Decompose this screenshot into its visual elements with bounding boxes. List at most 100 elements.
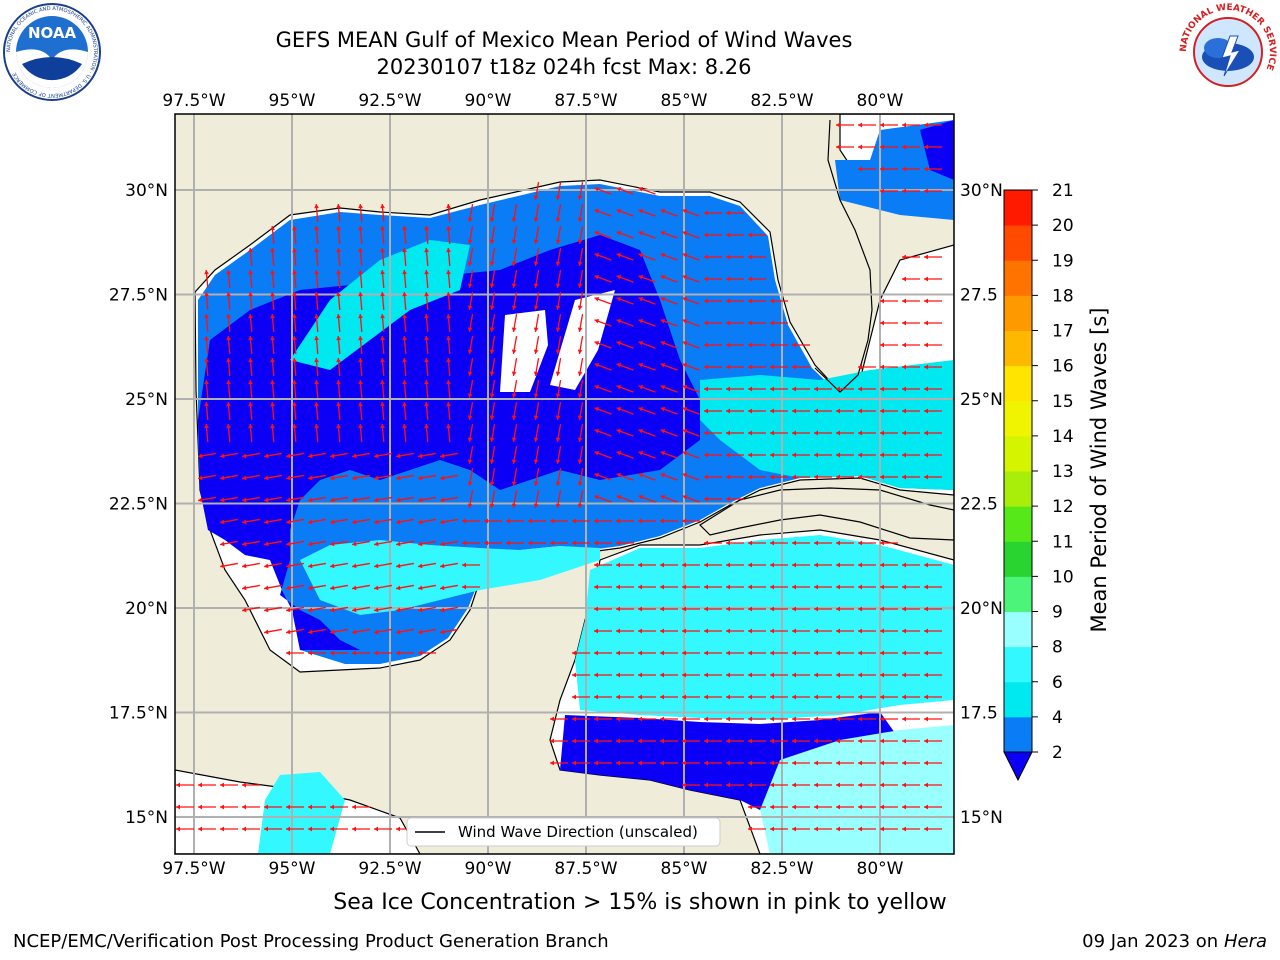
- wind-arrow-head: [660, 451, 666, 456]
- wind-arrow-head: [924, 144, 928, 150]
- wind-arrow-head: [638, 473, 644, 478]
- period-band-4-6s-caribbean: [575, 535, 954, 720]
- wind-arrow-head: [248, 358, 253, 363]
- wind-arrow-head: [292, 358, 297, 363]
- wind-arrow-head: [880, 122, 884, 128]
- wind-arrow-head: [572, 716, 576, 722]
- wind-arrow-head: [616, 518, 620, 524]
- wind-arrow-head: [594, 716, 598, 722]
- wind-arrow-head: [748, 232, 752, 238]
- wind-arrow-head: [902, 474, 906, 480]
- wind-arrow-head: [814, 782, 818, 788]
- wind-arrow-head: [467, 481, 473, 486]
- wind-arrow-head: [638, 672, 642, 678]
- wind-arrow-head: [594, 253, 600, 258]
- wind-arrow-head: [358, 204, 363, 209]
- wind-arrow-head: [352, 607, 357, 613]
- wind-arrow-head: [880, 364, 884, 370]
- wind-arrow-head: [660, 738, 664, 744]
- wind-arrow-head: [924, 782, 928, 788]
- wind-arrow-head: [770, 540, 774, 546]
- wind-arrow-head: [358, 248, 363, 253]
- colorbar-tick-label: 9: [1052, 603, 1063, 623]
- credit-text: NCEP/EMC/Verification Post Processing Pr…: [13, 931, 609, 952]
- wind-arrow-head: [902, 364, 906, 370]
- wind-arrow-head: [616, 650, 620, 656]
- wind-arrow-head: [489, 393, 495, 398]
- wind-arrow-head: [858, 826, 862, 832]
- wind-arrow-head: [726, 672, 730, 678]
- wind-arrow-head: [858, 430, 862, 436]
- wind-arrow-head: [704, 430, 708, 436]
- wind-arrow-head: [704, 210, 708, 216]
- wind-arrow-head: [616, 407, 622, 412]
- wind-arrow-head: [792, 342, 796, 348]
- wind-arrow-head: [924, 804, 928, 810]
- colorbar-tick-label: 13: [1052, 462, 1074, 482]
- wind-arrow-head: [682, 209, 688, 214]
- wind-arrow-head: [682, 253, 688, 258]
- wind-arrow-head: [220, 519, 225, 525]
- wind-arrow-head: [748, 386, 752, 392]
- lat-label-left: 20°N: [125, 599, 168, 619]
- wind-arrow-head: [286, 497, 291, 503]
- wind-arrow-head: [792, 452, 796, 458]
- wind-arrow-head: [814, 826, 818, 832]
- wind-arrow-head: [418, 607, 423, 613]
- wind-arrow-head: [616, 275, 622, 280]
- wind-arrow-head: [511, 393, 517, 398]
- wind-arrow-head: [616, 473, 622, 478]
- wind-arrow-head: [440, 541, 445, 547]
- wind-arrow-head: [314, 358, 319, 363]
- wind-arrow-head: [336, 314, 341, 319]
- wind-arrow-head: [528, 518, 532, 524]
- wind-arrow-head: [336, 336, 341, 341]
- wind-arrow-head: [726, 562, 730, 568]
- lat-label-right: 27.5: [960, 286, 998, 306]
- lat-label-left: 22.5°N: [109, 495, 168, 515]
- wind-arrow-head: [902, 342, 906, 348]
- wind-arrow-head: [880, 430, 884, 436]
- wind-arrow-head: [242, 804, 246, 810]
- wind-arrow-head: [292, 424, 297, 429]
- wind-arrow-head: [836, 122, 840, 128]
- wind-arrow-head: [533, 371, 539, 376]
- wind-arrow-head: [292, 314, 297, 319]
- wind-arrow-head: [704, 782, 708, 788]
- wind-arrow-head: [814, 716, 818, 722]
- wind-arrow-head: [314, 248, 319, 253]
- wind-arrow-head: [374, 541, 379, 547]
- wind-arrow-head: [446, 270, 451, 275]
- wind-arrow-head: [270, 358, 275, 363]
- wind-arrow-head: [880, 760, 884, 766]
- latitude-labels-right: 30°N 27.5 25°N 22.5 20°N 17.5 15°N: [960, 181, 1003, 828]
- wind-arrow-head: [748, 628, 752, 634]
- wind-arrow-head: [682, 694, 686, 700]
- wind-arrow-head: [770, 562, 774, 568]
- wind-arrow-head: [638, 495, 644, 500]
- wind-arrow-head: [380, 424, 385, 429]
- wind-arrow-head: [396, 475, 401, 481]
- wind-arrow-head: [204, 314, 209, 319]
- wind-arrow-head: [402, 358, 407, 363]
- wind-arrow-head: [704, 298, 708, 304]
- wind-arrow-head: [660, 694, 664, 700]
- wind-arrow-head: [440, 629, 445, 635]
- wind-arrow-head: [726, 738, 730, 744]
- wind-arrow-head: [533, 239, 539, 244]
- wind-arrow-head: [836, 540, 840, 546]
- wind-arrow-head: [248, 248, 253, 253]
- wind-arrow-head: [748, 276, 752, 282]
- wind-arrow-head: [336, 270, 341, 275]
- lat-label-right: 15°N: [960, 808, 1003, 828]
- wind-arrow-head: [726, 716, 730, 722]
- wind-arrow-head: [770, 408, 774, 414]
- wind-arrow-head: [704, 606, 708, 612]
- wind-arrow-head: [748, 826, 752, 832]
- wind-arrow-head: [902, 804, 906, 810]
- wind-arrow-head: [858, 606, 862, 612]
- wind-arrow-head: [511, 217, 517, 222]
- wind-arrow-head: [924, 188, 928, 194]
- wind-arrow-head: [660, 231, 666, 236]
- wind-arrow-head: [682, 495, 688, 500]
